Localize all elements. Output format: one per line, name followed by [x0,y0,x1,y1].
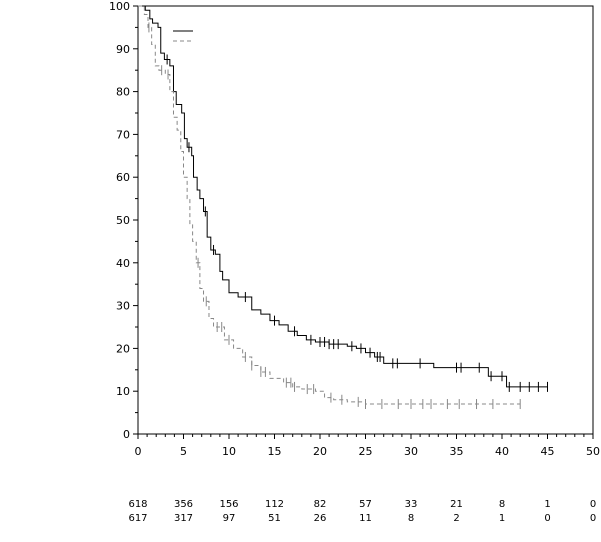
y-tick-label: 100 [109,0,130,13]
legend [173,30,193,42]
x-tick-label: 50 [586,445,600,458]
y-tick-label: 50 [116,214,130,227]
survival-curve-group-1 [138,5,548,388]
risk-count: 11 [359,513,372,524]
y-tick-label: 10 [116,385,130,398]
y-tick-label: 80 [116,86,130,99]
series-layer [138,5,548,410]
x-tick-label: 0 [135,445,142,458]
y-tick-label: 90 [116,43,130,56]
y-tick-label: 70 [116,128,130,141]
y-tick-label: 20 [116,342,130,355]
x-tick-label: 45 [541,445,555,458]
x-tick-label: 30 [404,445,418,458]
risk-count: 112 [265,499,284,510]
x-tick-label: 35 [450,445,464,458]
risk-count: 33 [405,499,418,510]
y-tick-label: 30 [116,300,130,313]
risk-count: 97 [223,513,236,524]
risk-count: 356 [174,499,193,510]
survival-curve-group-2 [138,5,521,405]
x-tick-label: 5 [180,445,187,458]
risk-count: 57 [359,499,372,510]
x-tick-label: 10 [222,445,236,458]
risk-count: 51 [268,513,281,524]
risk-count: 317 [174,513,193,524]
risk-count: 156 [219,499,238,510]
plot-frame [137,5,594,435]
risk-count: 617 [128,513,147,524]
axes: 0 5 10 15 20 25 30 35 40 45 50 0 10 20 30 40 50 60 70 80 90 1… [109,0,600,458]
risk-count: 26 [314,513,327,524]
risk-count: 1 [499,513,505,524]
x-tick-label: 25 [359,445,373,458]
risk-count: 618 [128,499,147,510]
y-tick-label: 0 [123,428,130,441]
risk-count: 82 [314,499,327,510]
risk-count: 0 [590,499,596,510]
risk-count: 21 [450,499,463,510]
risk-count: 8 [408,513,414,524]
risk-count: 8 [499,499,505,510]
y-tick-label: 40 [116,257,130,270]
risk-count: 0 [544,513,550,524]
x-tick-label: 40 [495,445,509,458]
y-tick-label: 60 [116,171,130,184]
x-tick-label: 20 [313,445,327,458]
risk-count: 0 [590,513,596,524]
risk-count: 2 [453,513,459,524]
risk-count: 1 [544,499,550,510]
x-tick-label: 15 [268,445,282,458]
